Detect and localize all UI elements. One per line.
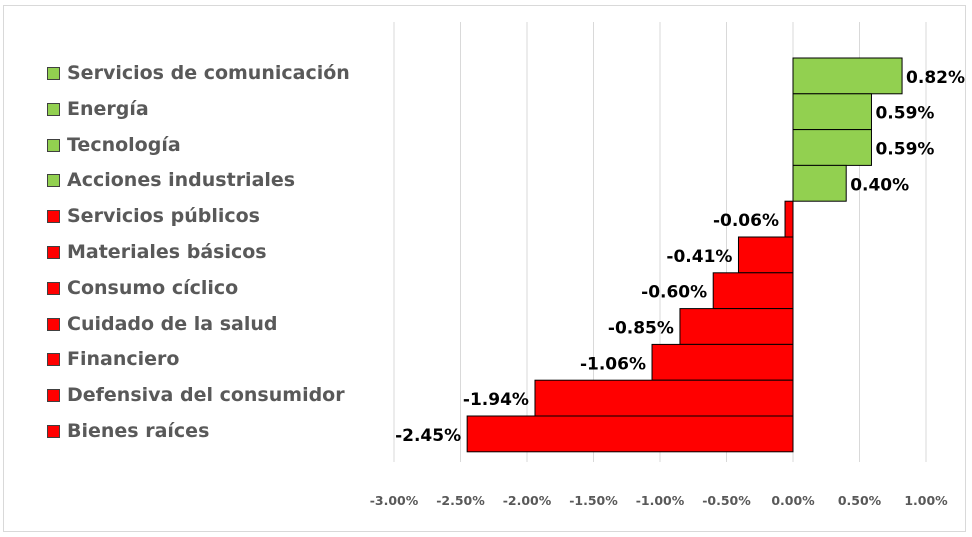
bar (792, 129, 872, 166)
legend-swatch (47, 317, 60, 331)
x-tick-label: -0.50% (702, 493, 751, 508)
data-label: -0.85% (608, 319, 674, 339)
legend-swatch (47, 389, 60, 403)
legend-swatch (47, 174, 60, 188)
legend-label: Servicios de comunicación (67, 62, 350, 84)
data-label: 0.59% (875, 140, 934, 160)
legend-label: Energía (67, 97, 149, 120)
data-label: 0.59% (875, 104, 934, 124)
legend-label: Cuidado de la salud (67, 312, 278, 335)
bar (737, 236, 794, 274)
x-tick-label: -2.50% (436, 493, 485, 508)
legend-label: Materiales básicos (67, 241, 267, 263)
legend-swatch (47, 210, 60, 224)
legend-label: Tecnología (67, 133, 181, 156)
legend-swatch (47, 138, 60, 152)
bar (651, 343, 794, 381)
bar (792, 57, 903, 95)
bar (712, 272, 794, 310)
legend-label: Financiero (67, 348, 180, 371)
data-label: -1.06% (580, 354, 646, 374)
legend-label: Consumo cíclico (67, 276, 239, 299)
bar (534, 379, 794, 417)
legend-swatch (47, 281, 60, 295)
x-tick-label: 1.00% (904, 493, 948, 508)
x-tick-label: 0.50% (838, 493, 882, 508)
data-label: -2.45% (395, 426, 461, 446)
x-tick-label: -1.00% (636, 493, 685, 508)
data-label: 0.82% (906, 68, 965, 88)
legend-label: Acciones industriales (67, 169, 296, 192)
bar (784, 200, 794, 238)
legend-swatch (47, 67, 60, 80)
legend-label: Servicios públicos (67, 205, 260, 228)
data-label: -0.06% (713, 211, 779, 231)
bar (679, 308, 794, 345)
bar (792, 93, 872, 131)
data-label: -0.41% (666, 247, 732, 267)
data-label: -0.60% (641, 283, 707, 303)
x-tick-label: -3.00% (370, 493, 419, 508)
bar (792, 164, 847, 202)
data-label: -1.94% (463, 390, 529, 410)
legend-swatch (47, 425, 60, 438)
data-label: 0.40% (850, 175, 909, 195)
legend-swatch (47, 246, 60, 259)
x-tick-label: -2.00% (503, 493, 552, 508)
legend-label: Bienes raíces (67, 420, 210, 442)
x-tick-label: -1.50% (569, 493, 618, 508)
legend-swatch (47, 102, 60, 116)
legend-label: Defensiva del consumidor (67, 384, 345, 407)
x-tick-label: 0.00% (771, 493, 815, 508)
legend-swatch (47, 353, 60, 367)
bar (466, 415, 794, 453)
